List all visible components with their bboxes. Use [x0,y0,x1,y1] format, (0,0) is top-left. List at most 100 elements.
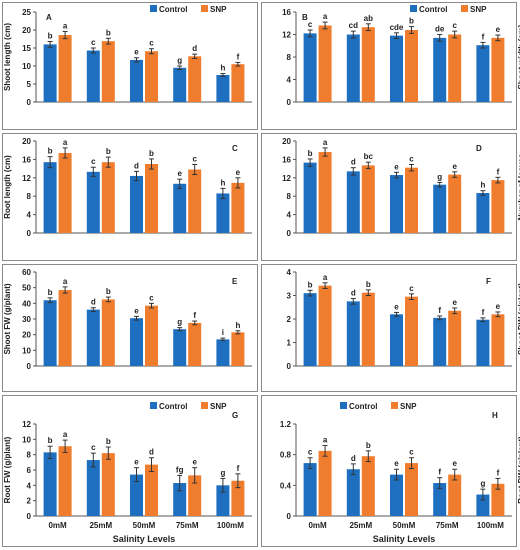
significance-letter: a [323,12,328,21]
legend-swatch [201,402,208,409]
bar-snp-0mM [318,450,332,516]
panel-B-frame [261,2,517,130]
bar-control-50mM [130,474,143,516]
y-tick-label: 12 [282,174,291,183]
significance-letter: e [394,459,399,468]
significance-letter: h [220,64,225,73]
y-tick-label: 12 [22,174,31,183]
bar-snp-0mM [318,25,332,102]
y-tick-label: 0 [287,512,292,521]
y-axis-label: Shoot FW (g/plant) [3,283,12,354]
legend: Control SNP [150,5,227,14]
y-tick-label: 5 [27,80,32,89]
significance-letter: c [91,38,96,47]
bar-snp-50mM [145,464,158,516]
legend-label: SNP [210,5,227,14]
legend-label: Control [349,402,377,411]
significance-letter: d [351,289,356,298]
panel-E-frame [2,264,258,392]
bar-snp-25mM [101,453,115,516]
y-tick-label: 60 [22,268,31,277]
significance-letter: cd [349,21,358,30]
bar-snp-25mM [361,456,375,516]
y-tick-label: 2 [27,497,32,506]
significance-letter: e [452,459,457,468]
bar-snp-75mM [188,475,202,516]
bar-control-100mM [476,494,490,516]
y-tick-label: 12 [282,31,291,40]
x-tick-label: 25mM [349,521,372,530]
significance-letter: b [48,436,53,445]
panel-letter: D [476,144,482,153]
y-axis-label: Number of leaves [517,153,520,220]
panel-letter: C [232,144,238,153]
bar-snp-25mM [361,27,375,102]
legend-swatch [461,5,468,12]
y-tick-label: 40 [22,299,31,308]
bar-snp-0mM [58,446,72,516]
legend: Control SNP [410,5,487,14]
y-tick-label: 4 [287,211,292,220]
bar-control-50mM [130,175,143,233]
significance-letter: c [149,39,154,48]
significance-letter: c [409,284,414,293]
significance-letter: f [237,464,240,473]
bar-control-25mM [346,34,360,102]
bar-snp-50mM [145,51,158,102]
bar-snp-75mM [448,310,462,366]
bar-snp-100mM [231,480,245,516]
significance-letter: a [63,430,68,439]
significance-letter: d [351,158,356,167]
legend: Control SNP [150,402,227,411]
y-tick-label: 10 [22,435,31,444]
significance-letter: g [437,172,442,181]
y-tick-label: 4 [27,481,32,490]
bar-control-75mM [433,37,447,102]
significance-letter: d [134,161,139,170]
y-tick-label: 10 [22,62,31,71]
legend-swatch [391,402,398,409]
x-tick-label: 0mM [48,521,67,530]
significance-letter: h [235,321,240,330]
bar-control-75mM [433,317,447,366]
significance-letter: c [308,448,313,457]
significance-letter: bc [364,152,374,161]
x-tick-label: 50mM [133,521,156,530]
significance-letter: d [149,448,154,457]
y-tick-label: 20 [282,137,291,146]
bar-snp-50mM [405,296,418,366]
bar-snp-0mM [318,285,332,366]
y-tick-label: 16 [282,8,291,17]
bar-control-50mM [130,318,143,366]
significance-letter: a [323,138,328,147]
bar-snp-50mM [145,305,158,366]
significance-letter: cde [390,23,404,32]
y-tick-label: 0.4 [280,481,292,490]
bar-control-25mM [86,309,100,366]
bar-control-75mM [433,483,447,516]
significance-letter: f [438,306,441,315]
x-tick-label: 75mM [436,521,459,530]
y-tick-label: 20 [22,331,31,340]
bar-snp-25mM [101,299,115,366]
x-tick-label: 50mM [393,521,416,530]
bar-control-75mM [173,183,187,233]
significance-letter: fg [176,465,184,474]
significance-letter: f [482,32,485,41]
significance-letter: a [323,273,328,282]
y-axis-label: Root length (cm) [3,155,12,219]
bar-control-0mM [303,463,317,516]
y-tick-label: 15 [22,44,31,53]
panel-F-frame [261,264,517,392]
significance-letter: b [308,149,313,158]
x-axis-label: Salinity Levels [113,534,176,544]
bar-snp-0mM [58,152,72,233]
legend-swatch [340,402,347,409]
legend-label: SNP [470,5,487,14]
bar-control-75mM [173,329,187,366]
y-tick-label: 8 [287,53,292,62]
y-tick-label: 3 [287,292,292,301]
bar-control-100mM [216,339,230,366]
significance-letter: a [63,21,68,30]
